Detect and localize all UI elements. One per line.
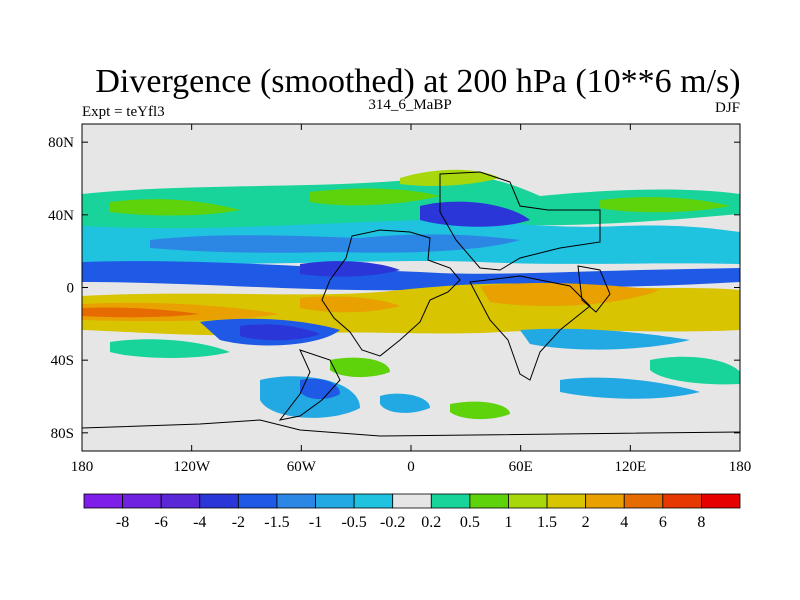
colorbar-label: 2 — [582, 514, 590, 531]
contour-tropical-positive-3 — [82, 307, 200, 318]
contour-north-positive — [82, 175, 740, 231]
colorbar-label: -6 — [155, 514, 168, 531]
x-axis: 180 120W 60W 0 60E 120E 180 — [71, 124, 752, 475]
colorbar-swatch — [122, 493, 162, 509]
x-tick-label: 120W — [173, 459, 211, 475]
colorbar-label: 8 — [697, 514, 705, 531]
contour-equator-negative — [82, 261, 740, 291]
colorbar-swatch — [199, 493, 239, 509]
contour-north-positive-4 — [400, 169, 500, 186]
contour-south-positive-2 — [330, 357, 390, 378]
x-tick-label: 60E — [509, 459, 533, 475]
coastline-eurasia — [439, 171, 601, 271]
coastline-arabia — [577, 265, 611, 313]
colorbar: -8 -6 -4 -2 -1.5 -1 -0.5 -0.2 0.2 0.5 1 1.5 2 4 6 8 — [83, 493, 741, 531]
colorbar-swatch — [546, 493, 587, 509]
colorbar-label: 1.5 — [537, 514, 557, 531]
colorbar-swatch — [315, 493, 355, 509]
contour-field — [82, 124, 740, 451]
colorbar-swatch — [160, 493, 201, 509]
colorbar-label: -0.2 — [380, 514, 405, 531]
colorbar-label: -8 — [116, 514, 129, 531]
contour-north-negative-3 — [420, 201, 530, 227]
colorbar-label: 6 — [659, 514, 667, 531]
x-tick-label: 180 — [729, 459, 752, 475]
colorbar-swatch — [469, 493, 509, 509]
colorbar-label: 0.2 — [421, 514, 441, 531]
contour-north-positive-2 — [110, 199, 240, 216]
contour-north-negative-2 — [150, 234, 520, 253]
colorbar-swatch — [392, 493, 432, 509]
x-tick-label: 180 — [71, 459, 94, 475]
coastline-americas — [321, 229, 461, 357]
colorbar-swatch — [623, 493, 664, 509]
contour-north-positive-3 — [310, 188, 440, 206]
colorbar-label: 1 — [504, 514, 512, 531]
coastline-outlines — [82, 171, 740, 437]
y-tick-label: 80S — [51, 426, 74, 442]
colorbar-label: -2 — [232, 514, 245, 531]
colorbar-label: -1.5 — [264, 514, 289, 531]
colorbar-label: -1 — [309, 514, 322, 531]
contour-south-positive-3 — [650, 356, 740, 385]
colorbar-swatch — [662, 493, 702, 509]
contour-south-negative-5 — [300, 378, 340, 400]
x-tick-label: 0 — [407, 459, 415, 475]
colorbar-swatch — [585, 493, 625, 509]
colorbar-swatch — [508, 493, 548, 509]
colorbar-swatch — [430, 493, 471, 509]
contour-south-negative-3 — [520, 328, 690, 350]
contour-south-positive-4 — [450, 401, 510, 420]
contour-south-positive — [110, 339, 230, 358]
colorbar-swatch — [276, 493, 316, 509]
x-tick-label: 60W — [287, 459, 317, 475]
colorbar-swatch — [83, 493, 123, 509]
colorbar-swatch — [701, 493, 741, 509]
experiment-label: Expt = teYfl3 — [82, 104, 165, 120]
x-tick-label: 120E — [614, 459, 646, 475]
contour-equator-negative-2 — [300, 261, 400, 277]
y-tick-label: 40S — [51, 353, 74, 369]
coastline-antarctica — [82, 419, 740, 437]
colorbar-label: -4 — [193, 514, 206, 531]
colorbar-swatch — [237, 493, 278, 509]
run-label: 314_6_MaBP — [368, 97, 451, 113]
chart-title: Divergence (smoothed) at 200 hPa (10**6 … — [95, 63, 740, 100]
season-label: DJF — [715, 100, 740, 116]
contour-tropical-positive-5 — [300, 296, 400, 313]
colorbar-label: 0.5 — [460, 514, 480, 531]
contour-north-positive-5 — [600, 197, 730, 213]
y-tick-label: 40N — [48, 208, 74, 224]
coastline-south-america — [278, 349, 341, 421]
y-tick-label: 80N — [48, 135, 74, 151]
contour-south-negative-6 — [380, 393, 430, 413]
contour-tropical-positive-4 — [480, 283, 660, 306]
contour-south-negative-2 — [240, 324, 320, 341]
colorbar-swatch — [353, 493, 394, 509]
y-tick-label: 0 — [67, 281, 75, 297]
y-axis: 80N 40N 0 40S 80S — [48, 135, 740, 442]
coastline-africa — [469, 275, 591, 381]
colorbar-label: 4 — [620, 514, 628, 531]
contour-south-negative-7 — [560, 377, 700, 399]
colorbar-label: -0.5 — [341, 514, 366, 531]
